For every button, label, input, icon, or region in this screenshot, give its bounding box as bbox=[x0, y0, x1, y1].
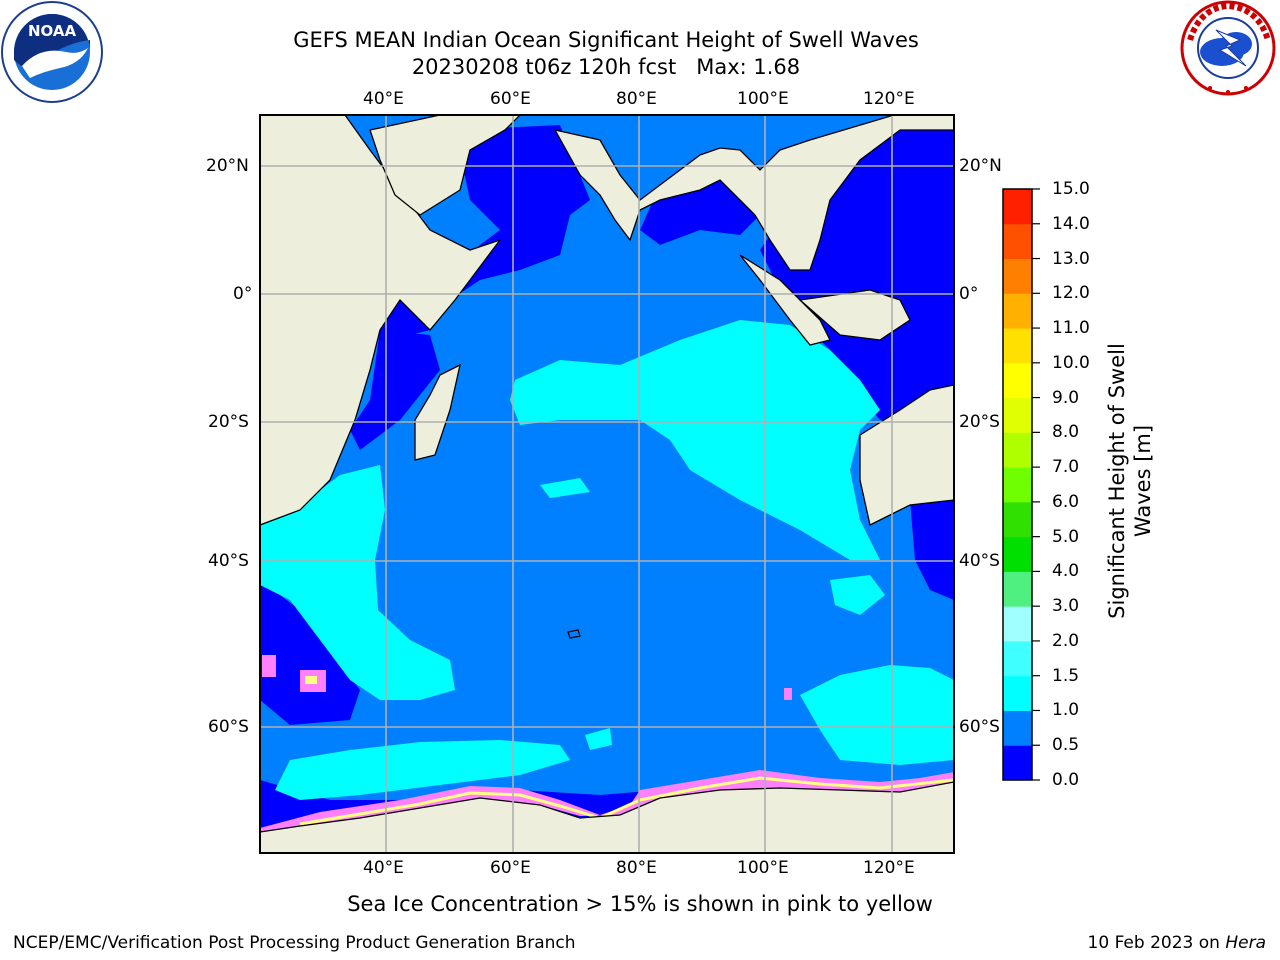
colorbar-tick-label: 1.5 bbox=[1052, 665, 1080, 686]
run-date-credit: 10 Feb 2023 on Hera bbox=[1087, 933, 1266, 953]
colorbar-segment bbox=[1003, 606, 1032, 642]
colorbar-tick-label: 0.5 bbox=[1052, 735, 1080, 756]
chart-subtitle: 20230208 t06z 120h fcst Max: 1.68 bbox=[411, 55, 801, 79]
colorbar-segment bbox=[1003, 675, 1032, 711]
lat-label-left-0: 0° bbox=[233, 284, 253, 304]
colorbar-tick-label: 14.0 bbox=[1052, 213, 1090, 234]
colorbar-segment bbox=[1003, 745, 1032, 781]
colorbar-label: Significant Height of Swell Waves [m] bbox=[1105, 343, 1155, 619]
national-weather-service-logo bbox=[1180, 0, 1276, 96]
kerguelen-island-outline bbox=[567, 629, 581, 639]
colorbar-segment bbox=[1003, 328, 1032, 364]
colorbar-tick-label: 8.0 bbox=[1052, 422, 1080, 443]
colorbar-segment bbox=[1003, 293, 1032, 329]
lon-label-top-40e: 40°E bbox=[363, 89, 404, 109]
lat-label-right-0: 0° bbox=[959, 284, 979, 304]
colorbar-segment bbox=[1003, 536, 1032, 572]
lon-label-bottom-40e: 40°E bbox=[363, 858, 404, 878]
colorbar-tick-label: 1.0 bbox=[1052, 700, 1080, 721]
colorbar-tick-label: 12.0 bbox=[1052, 283, 1090, 304]
colorbar-segment bbox=[1003, 501, 1032, 538]
colorbar-tick-label: 2.0 bbox=[1052, 630, 1080, 651]
colorbar-tick-label: 4.0 bbox=[1052, 561, 1080, 582]
lon-label-bottom-120e: 120°E bbox=[863, 858, 915, 878]
colorbar-segment bbox=[1003, 432, 1032, 468]
lon-label-top-60e: 60°E bbox=[490, 89, 531, 109]
graticule bbox=[260, 115, 954, 853]
lon-label-top-120e: 120°E bbox=[863, 89, 915, 109]
noaa-logo-text: NOAA bbox=[28, 22, 77, 40]
colorbar-tick-label: 9.0 bbox=[1052, 387, 1080, 408]
colorbar-segment bbox=[1003, 710, 1032, 746]
colorbar-segment bbox=[1003, 258, 1032, 294]
colorbar-frame bbox=[1002, 188, 1033, 781]
colorbar-segment bbox=[1003, 189, 1032, 225]
lon-label-bottom-100e: 100°E bbox=[737, 858, 789, 878]
lon-label-top-80e: 80°E bbox=[616, 89, 657, 109]
colorbar-segment bbox=[1003, 397, 1032, 433]
lat-label-right-40s: 40°S bbox=[959, 551, 1000, 571]
colorbar-segment bbox=[1003, 362, 1032, 399]
colorbar-segment bbox=[1003, 571, 1032, 607]
lat-label-right-20s: 20°S bbox=[959, 412, 1000, 432]
colorbar-tick-label: 6.0 bbox=[1052, 491, 1080, 512]
colorbar-segment bbox=[1003, 223, 1032, 260]
lon-label-bottom-60e: 60°E bbox=[490, 858, 531, 878]
noaa-logo: NOAA bbox=[1, 1, 103, 103]
lat-label-left-60s: 60°S bbox=[208, 717, 249, 737]
colorbar-tick-label: 10.0 bbox=[1052, 352, 1090, 373]
lat-label-left-40s: 40°S bbox=[208, 551, 249, 571]
colorbar-tick-label: 11.0 bbox=[1052, 318, 1090, 339]
colorbar-segment bbox=[1003, 640, 1032, 677]
producer-credit: NCEP/EMC/Verification Post Processing Pr… bbox=[13, 933, 576, 953]
chart-title: GEFS MEAN Indian Ocean Significant Heigh… bbox=[293, 28, 919, 52]
lat-label-right-20n: 20°N bbox=[959, 156, 1002, 176]
map-panel bbox=[260, 115, 954, 853]
moderate-swell-regions bbox=[260, 320, 954, 800]
lat-label-left-20n: 20°N bbox=[206, 156, 249, 176]
lon-label-bottom-80e: 80°E bbox=[616, 858, 657, 878]
colorbar-tick-label: 15.0 bbox=[1052, 179, 1090, 199]
colorbar-tick-label: 3.0 bbox=[1052, 596, 1080, 617]
colorbar-tick-label: 5.0 bbox=[1052, 526, 1080, 547]
lat-label-right-60s: 60°S bbox=[959, 717, 1000, 737]
lon-label-top-100e: 100°E bbox=[737, 89, 789, 109]
sea-ice-note: Sea Ice Concentration > 15% is shown in … bbox=[347, 892, 933, 916]
colorbar-tick-label: 7.0 bbox=[1052, 457, 1080, 478]
colorbar-tick-label: 13.0 bbox=[1052, 248, 1090, 269]
colorbar-segment bbox=[1003, 467, 1032, 503]
map-frame bbox=[259, 114, 955, 854]
colorbar-tick-label: 0.0 bbox=[1052, 770, 1080, 790]
colorbar bbox=[1003, 188, 1040, 781]
lat-label-left-20s: 20°S bbox=[208, 412, 249, 432]
